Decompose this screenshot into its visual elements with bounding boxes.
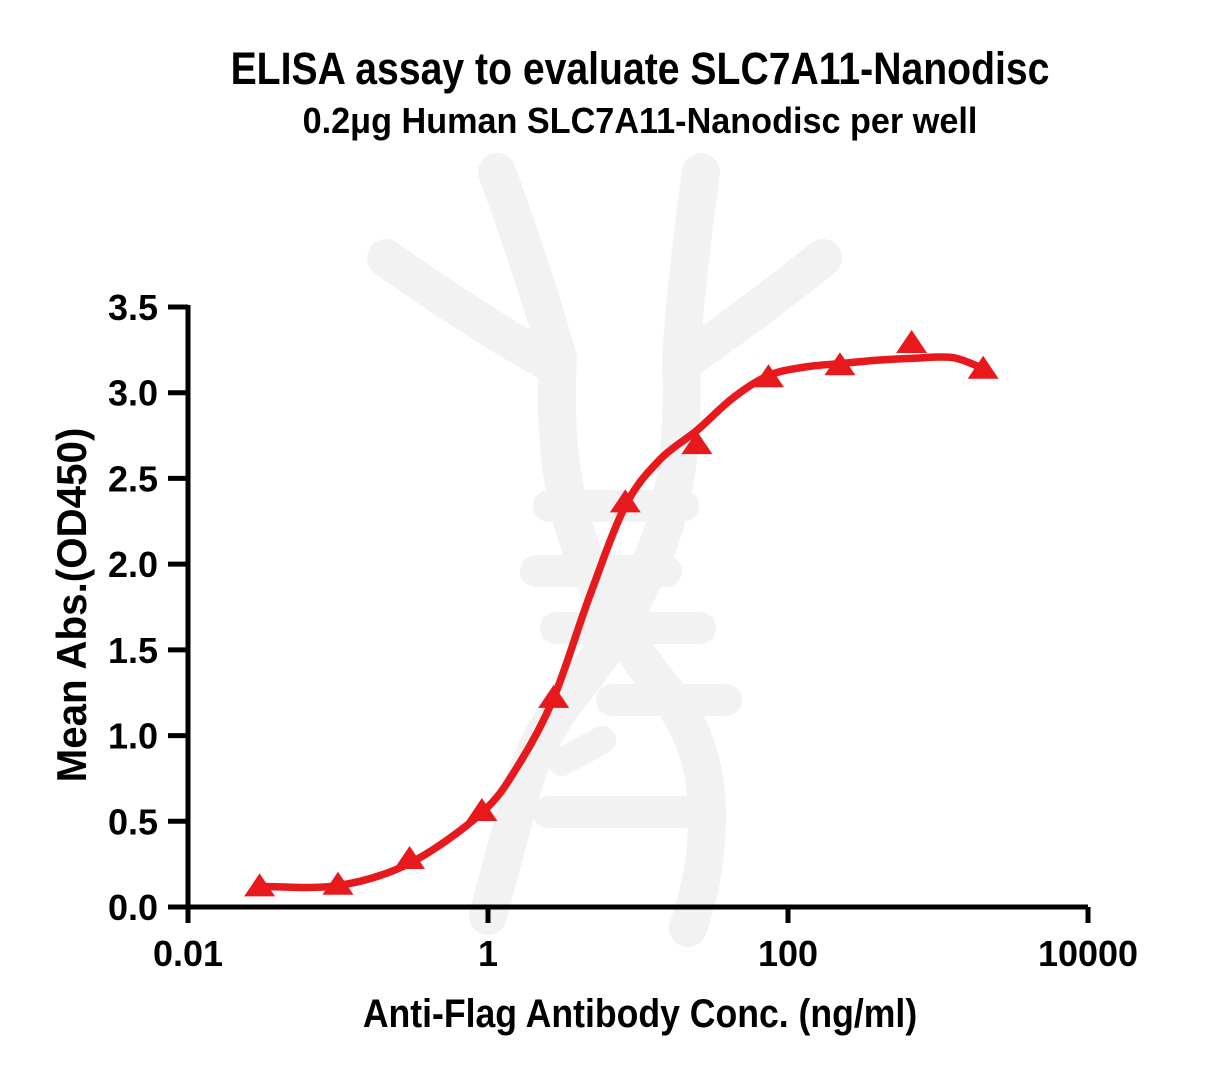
chart-title: ELISA assay to evaluate SLC7A11-Nanodisc bbox=[230, 43, 1050, 94]
data-point-marker bbox=[244, 873, 276, 897]
dna-helix-watermark-icon bbox=[367, 153, 842, 947]
x-tick-label: 1 bbox=[478, 933, 498, 974]
watermark-stroke bbox=[537, 339, 727, 947]
data-point-marker bbox=[752, 364, 784, 388]
watermark-stroke bbox=[662, 153, 720, 377]
fit-curve bbox=[255, 353, 987, 892]
data-point-marker bbox=[896, 330, 928, 353]
chart-subtitle: 0.2μg Human SLC7A11-Nanodisc per well bbox=[302, 100, 978, 141]
y-tick-label: 2.5 bbox=[108, 458, 158, 499]
x-tick-label: 0.01 bbox=[153, 933, 223, 974]
watermark-stroke bbox=[469, 339, 701, 935]
data-point-marker bbox=[394, 846, 426, 869]
data-point-marker bbox=[609, 489, 641, 513]
data-point-marker bbox=[824, 352, 856, 376]
data-point-marker bbox=[466, 798, 498, 821]
watermark-stroke bbox=[548, 726, 616, 776]
y-tick-label: 3.0 bbox=[108, 373, 158, 414]
watermark-stroke bbox=[478, 153, 577, 377]
y-tick-label: 0.0 bbox=[108, 887, 158, 928]
y-tick-label: 1.0 bbox=[108, 716, 158, 757]
data-point-marker bbox=[967, 355, 999, 379]
y-tick-label: 1.5 bbox=[108, 630, 158, 671]
y-tick-label: 2.0 bbox=[108, 544, 158, 585]
y-tick-label: 0.5 bbox=[108, 801, 158, 842]
data-point-marker bbox=[681, 431, 713, 455]
x-tick-label: 10000 bbox=[1038, 933, 1138, 974]
y-tick-label: 3.5 bbox=[108, 287, 158, 328]
watermark-stroke bbox=[367, 239, 567, 381]
data-point-marker bbox=[322, 871, 354, 895]
data-point-marker bbox=[538, 684, 570, 708]
x-axis-label: Anti-Flag Antibody Conc. (ng/ml) bbox=[362, 992, 918, 1036]
x-tick-label: 100 bbox=[758, 933, 818, 974]
